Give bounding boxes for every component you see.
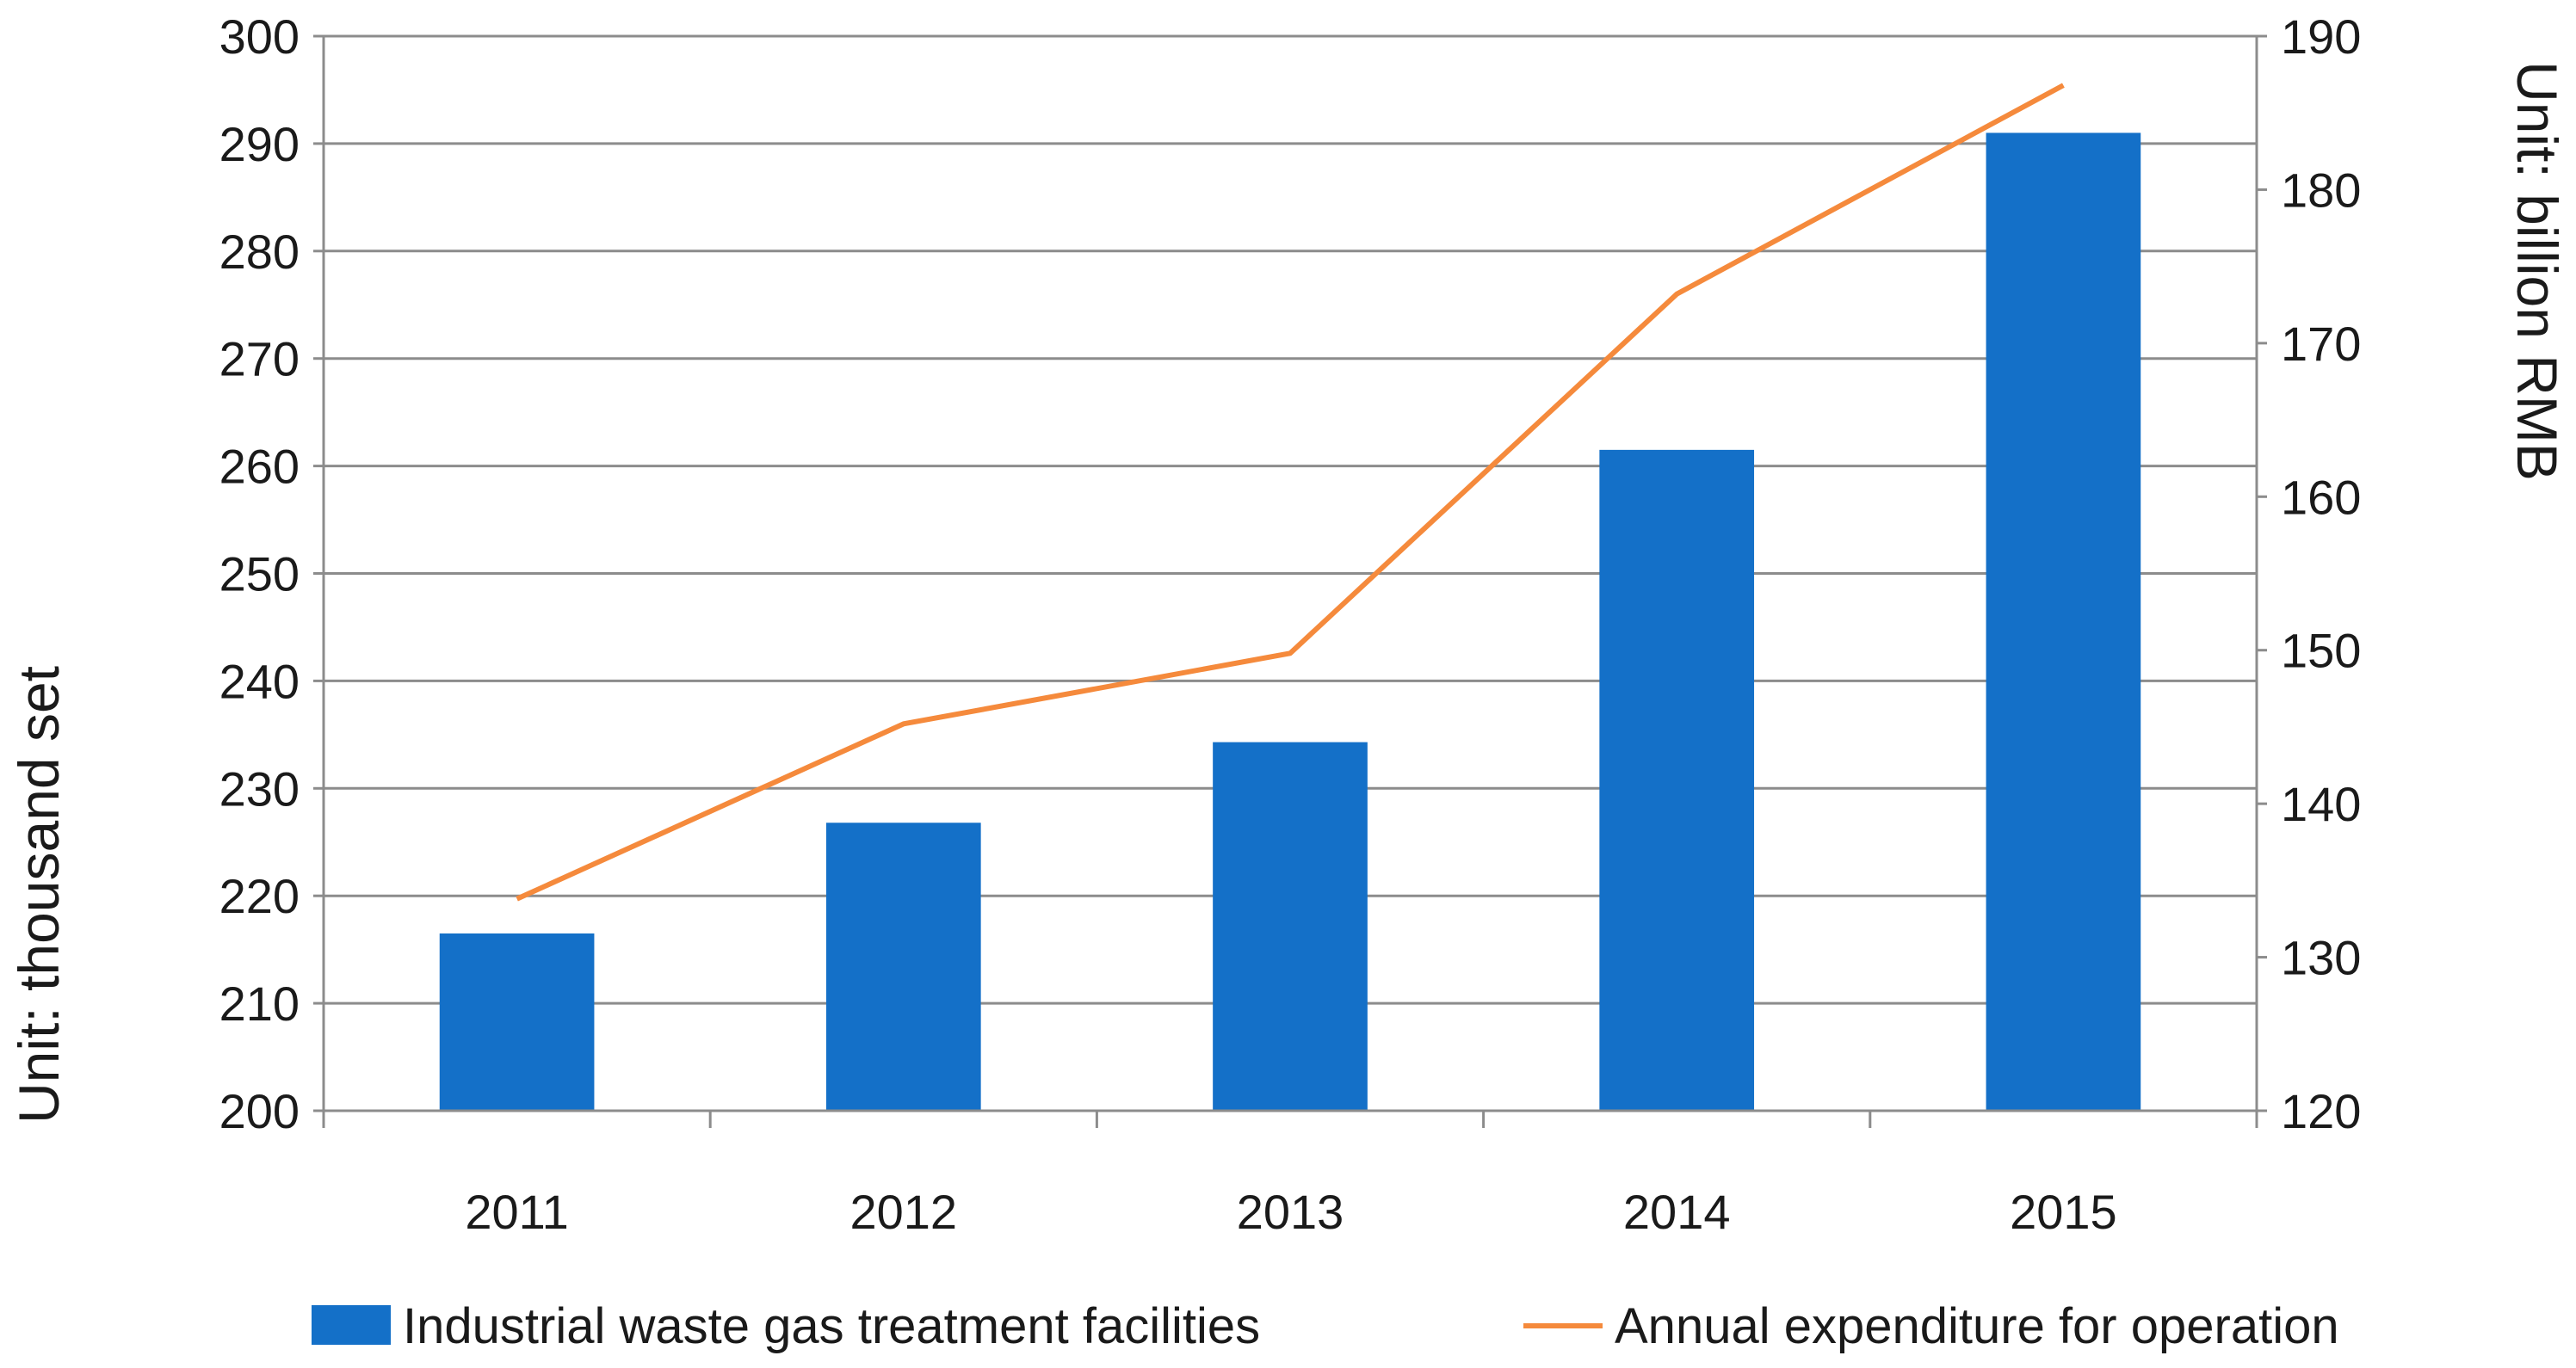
legend: Industrial waste gas treatment facilitie… xyxy=(312,1298,2339,1354)
right-axis-ticks: 120 130 140 150 160 170 180 190 xyxy=(2281,9,2361,1138)
left-tick-label: 220 xyxy=(219,869,300,923)
bar xyxy=(1213,742,1368,1111)
bar-series xyxy=(439,132,2141,1111)
right-tick-label: 150 xyxy=(2281,624,2361,678)
left-tick-label: 260 xyxy=(219,440,300,494)
left-axis-ticks: 200 210 220 230 240 250 260 270 280 290 300 xyxy=(219,9,300,1138)
right-tick-label: 160 xyxy=(2281,470,2361,524)
left-tick-label: 230 xyxy=(219,761,300,816)
right-tick-label: 120 xyxy=(2281,1084,2361,1138)
left-tick-label: 280 xyxy=(219,225,300,279)
x-tick-label: 2014 xyxy=(1623,1185,1731,1239)
left-tick-label: 210 xyxy=(219,977,300,1031)
left-tick-label: 250 xyxy=(219,547,300,601)
left-tick-label: 290 xyxy=(219,117,300,171)
axes xyxy=(313,34,2267,1128)
x-tick-label: 2011 xyxy=(465,1185,568,1239)
x-tick-label: 2013 xyxy=(1237,1185,1344,1239)
left-axis-title: Unit: thousand set xyxy=(7,666,71,1124)
right-tick-label: 170 xyxy=(2281,317,2361,371)
legend-bar-swatch xyxy=(312,1305,391,1345)
left-tick-label: 240 xyxy=(219,654,300,708)
legend-line-label: Annual expenditure for operation xyxy=(1615,1298,2339,1354)
bar xyxy=(1986,132,2141,1111)
left-tick-label: 270 xyxy=(219,332,300,386)
line-series xyxy=(516,83,2065,902)
right-axis-title: Unit: billion RMB xyxy=(2505,61,2569,481)
bar xyxy=(439,933,595,1111)
bar xyxy=(825,823,981,1111)
right-tick-label: 140 xyxy=(2281,777,2361,831)
right-tick-label: 190 xyxy=(2281,9,2361,64)
legend-bar-label: Industrial waste gas treatment facilitie… xyxy=(403,1298,1260,1354)
left-tick-label: 300 xyxy=(219,9,300,64)
x-tick-label: 2012 xyxy=(850,1185,958,1239)
right-tick-label: 180 xyxy=(2281,163,2361,217)
x-axis-ticks: 2011 2012 2013 2014 2015 xyxy=(465,1185,2116,1239)
left-tick-label: 200 xyxy=(219,1084,300,1138)
gridlines xyxy=(324,34,2257,1005)
expenditure-line xyxy=(516,83,2065,902)
right-tick-label: 130 xyxy=(2281,931,2361,985)
x-tick-label: 2015 xyxy=(2010,1185,2117,1239)
bar xyxy=(1599,449,1755,1111)
